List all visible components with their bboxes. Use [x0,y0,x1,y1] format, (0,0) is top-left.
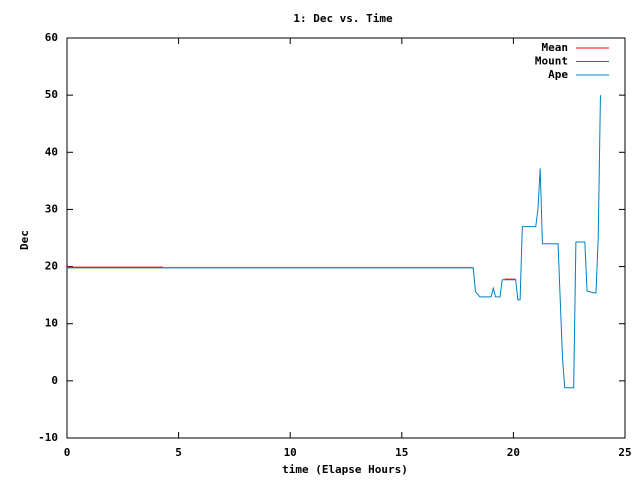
series-line [67,266,516,280]
y-tick-label: 40 [45,145,58,158]
y-tick-label: 0 [51,374,58,387]
y-tick-label: 50 [45,88,58,101]
x-tick-label: 0 [64,446,71,459]
chart-title: 1: Dec vs. Time [293,12,393,25]
series-line [67,95,601,389]
x-tick-label: 10 [284,446,297,459]
y-tick-label: -10 [38,431,58,444]
x-tick-label: 25 [618,446,631,459]
legend-label: Ape [548,68,568,81]
x-tick-label: 15 [395,446,408,459]
legend-label: Mean [542,41,569,54]
y-tick-label: 60 [45,31,58,44]
plot-frame [66,37,626,439]
y-tick-label: 20 [45,260,58,273]
x-tick-label: 5 [175,446,182,459]
x-axis-label: time (Elapse Hours) [282,463,408,476]
y-tick-label: 30 [45,202,58,215]
legend-label: Mount [535,55,568,68]
y-axis-label: Dec [18,230,31,250]
y-tick-label: 10 [45,317,58,330]
x-tick-label: 20 [507,446,520,459]
